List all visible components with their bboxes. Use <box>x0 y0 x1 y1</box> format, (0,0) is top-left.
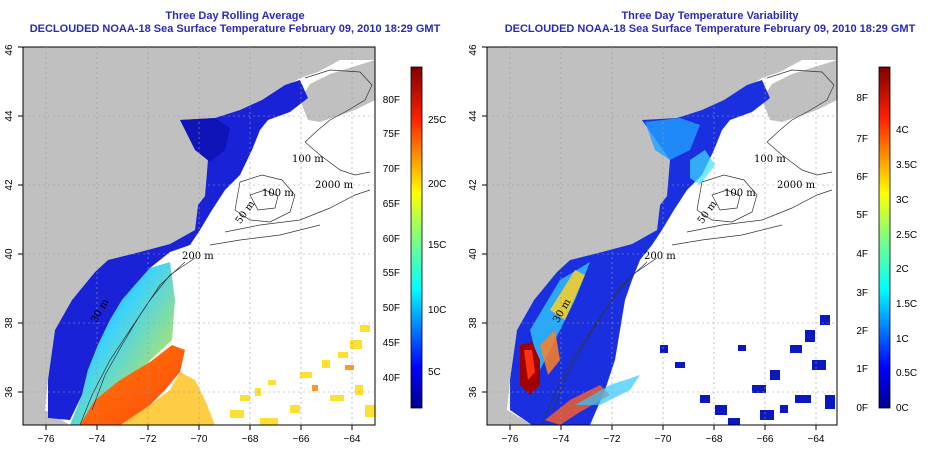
left-colorbar-f-label: 45F <box>383 338 400 349</box>
right-colorbar-c-label: 0C <box>896 403 909 414</box>
contour-label-100m-b: 100 m <box>724 188 756 199</box>
left-lat-label: 44 <box>4 110 15 122</box>
right-colorbar-f-label: 0F <box>856 403 868 414</box>
left-colorbar-c-label: 15C <box>428 240 446 251</box>
right-colorbar-f-label: 3F <box>856 288 868 299</box>
right-colorbar <box>878 66 891 409</box>
left-lat-label: 40 <box>4 248 15 260</box>
left-colorbar-c-label: 5C <box>428 367 441 378</box>
left-lon-label: −72 <box>140 434 157 445</box>
right-lat-label: 46 <box>468 44 479 56</box>
left-map-title: Three Day Rolling Average <box>165 10 305 22</box>
cold-shelf-water <box>48 80 308 420</box>
right-colorbar-f-label: 1F <box>856 364 868 375</box>
right-gridlines <box>487 47 837 425</box>
left-gridlines <box>23 47 375 425</box>
right-colorbar-c-label: 1C <box>896 334 909 345</box>
right-lat-label: 36 <box>468 386 479 398</box>
right-lon-label: −68 <box>706 434 723 445</box>
left-colorbar-f-label: 55F <box>383 268 400 279</box>
right-colorbar-f-label: 2F <box>856 326 868 337</box>
right-colorbar-f-label: 5F <box>856 210 868 221</box>
right-map-frame <box>486 46 838 426</box>
right-lon-label: −72 <box>604 434 621 445</box>
left-lat-label: 36 <box>4 386 15 398</box>
left-colorbar <box>410 66 423 409</box>
offshore-warm-pixels <box>230 325 375 425</box>
land-left <box>23 47 375 425</box>
right-colorbar-c-label: 3.5C <box>896 160 917 171</box>
left-lon-label: −70 <box>191 434 208 445</box>
right-colorbar-f-label: 6F <box>856 172 868 183</box>
offshore-variability-pixels <box>660 315 835 425</box>
right-colorbar-c-label: 3C <box>896 195 909 206</box>
left-colorbar-c-label: 10C <box>428 305 446 316</box>
right-colorbar-c-label: 2.5C <box>896 230 917 241</box>
right-lon-label: −76 <box>502 434 519 445</box>
left-lon-label: −64 <box>344 434 361 445</box>
contour-label-100m-a: 100 m <box>754 154 786 165</box>
contour-label-2000m: 2000 m <box>315 180 354 191</box>
gulf-stream-water <box>80 345 185 425</box>
left-colorbar-c-label: 20C <box>428 179 446 190</box>
right-colorbar-f-label: 4F <box>856 249 868 260</box>
right-map-title-block: Three Day Temperature Variability DECLOU… <box>470 10 950 36</box>
left-lat-label: 38 <box>4 317 15 329</box>
left-lon-label: −66 <box>293 434 310 445</box>
left-map-title-block: Three Day Rolling Average DECLOUDED NOAA… <box>0 10 470 36</box>
contour-label-2000m: 2000 m <box>777 180 816 191</box>
land-right <box>487 47 837 425</box>
left-lon-label: −68 <box>242 434 259 445</box>
left-lat-label: 46 <box>4 44 15 56</box>
left-lon-label: −74 <box>89 434 106 445</box>
left-lat-label: 42 <box>4 179 15 191</box>
right-lon-label: −74 <box>553 434 570 445</box>
right-colorbar-c-label: 0.5C <box>896 368 917 379</box>
left-colorbar-f-label: 50F <box>383 303 400 314</box>
right-lon-label: −66 <box>757 434 774 445</box>
left-colorbar-f-label: 40F <box>383 373 400 384</box>
nova-scotia-right <box>762 60 837 122</box>
contour-label-200m: 200 m <box>182 251 214 262</box>
right-lon-label: −70 <box>655 434 672 445</box>
left-colorbar-f-label: 60F <box>383 234 400 245</box>
contour-label-200m: 200 m <box>644 251 676 262</box>
nova-scotia-left <box>300 60 375 122</box>
bathymetry-contours-left <box>79 69 373 425</box>
right-lat-label: 38 <box>468 317 479 329</box>
contour-label-100m-a: 100 m <box>292 154 324 165</box>
right-map-subtitle: DECLOUDED NOAA-18 Sea Surface Temperatur… <box>504 23 916 35</box>
right-map: 100 m 100 m 2000 m 50 m 200 m 30 m −76 −… <box>468 44 917 445</box>
left-map: 100 m 100 m 2000 m 50 m 200 m 30 m −76 −… <box>4 44 446 445</box>
right-lon-label: −64 <box>808 434 825 445</box>
right-colorbar-f-label: 8F <box>856 93 868 104</box>
left-colorbar-f-label: 70F <box>383 164 400 175</box>
left-lon-label: −76 <box>38 434 55 445</box>
right-lat-label: 40 <box>468 248 479 260</box>
contour-label-100m-b: 100 m <box>262 188 294 199</box>
right-lat-label: 42 <box>468 179 479 191</box>
left-map-subtitle: DECLOUDED NOAA-18 Sea Surface Temperatur… <box>29 23 441 35</box>
right-colorbar-c-label: 2C <box>896 264 909 275</box>
right-colorbar-f-label: 7F <box>856 134 868 145</box>
right-map-title: Three Day Temperature Variability <box>621 10 799 22</box>
right-colorbar-c-label: 1.5C <box>896 299 917 310</box>
bathymetry-contours-right <box>541 69 835 425</box>
left-colorbar-c-label: 25C <box>428 115 446 126</box>
left-colorbar-f-label: 75F <box>383 129 400 140</box>
right-colorbar-c-label: 4C <box>896 125 909 136</box>
left-colorbar-f-label: 80F <box>383 95 400 106</box>
left-colorbar-f-label: 65F <box>383 199 400 210</box>
right-lat-label: 44 <box>468 110 479 122</box>
